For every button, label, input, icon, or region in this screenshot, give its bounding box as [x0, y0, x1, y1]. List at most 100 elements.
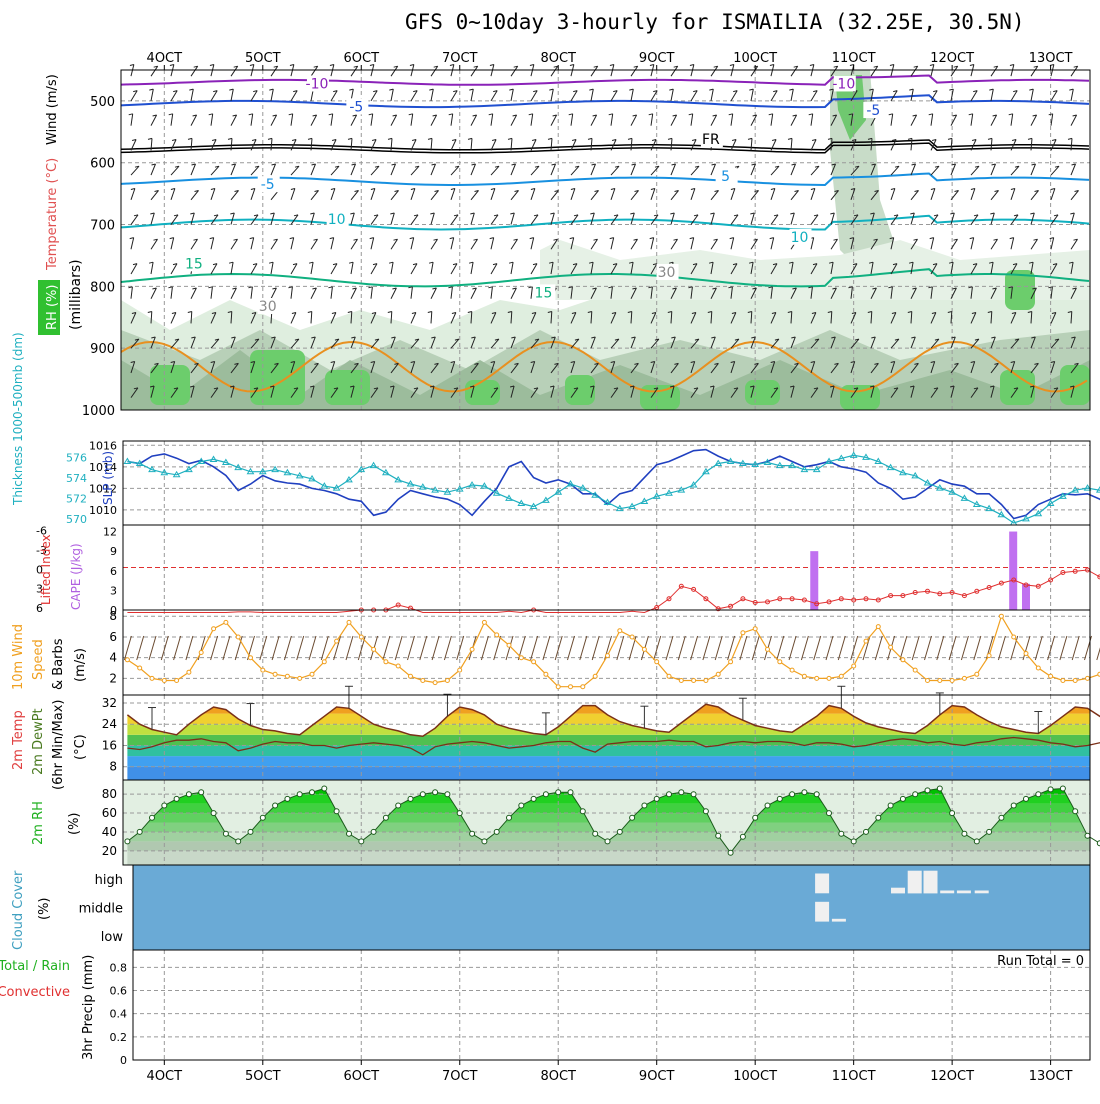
wind-barb	[1070, 262, 1074, 275]
wind-barb	[1010, 387, 1019, 398]
wind-barb-flag	[189, 88, 194, 91]
wind-barb	[1070, 190, 1079, 201]
wind-barb	[450, 139, 457, 151]
wind-barb-flag	[532, 263, 538, 266]
wind-barb-flag	[693, 387, 699, 390]
wind-barb	[290, 165, 300, 176]
wind-barb-flag	[848, 113, 853, 116]
wind10-barb	[185, 635, 194, 661]
wind-barb-flag	[232, 114, 237, 117]
wind-barb	[410, 165, 420, 176]
lifted-index-point	[1060, 570, 1066, 575]
wind-barb	[790, 385, 795, 398]
wind-barb	[790, 311, 793, 324]
wind-barb-flag	[813, 214, 819, 217]
wind-barb	[550, 114, 558, 126]
wind-barb-flag	[1067, 311, 1072, 313]
wind10-point	[149, 675, 155, 681]
wind-barb	[610, 312, 617, 324]
wind-barb	[770, 214, 779, 225]
wind-barb-flag	[1053, 214, 1059, 217]
wind-barb	[490, 263, 498, 275]
wind-barb-flag	[373, 214, 379, 217]
top-time-label: 6OCT	[344, 51, 380, 66]
wind-barb-flag	[453, 214, 459, 217]
wind-barb-flag	[211, 312, 217, 314]
wind-barb	[330, 188, 336, 200]
wind-barb	[670, 89, 674, 102]
wind10-barb	[1059, 635, 1068, 661]
wind-barb-flag	[809, 64, 815, 66]
wind-barb	[770, 361, 776, 374]
wind-barb	[710, 311, 713, 324]
wind-barb	[530, 312, 537, 324]
wind-barb-flag	[769, 237, 774, 240]
wind-barb-flag	[931, 139, 937, 141]
wind-barb	[970, 214, 979, 225]
wind-barb-flag	[269, 385, 275, 388]
wind10-barb	[530, 635, 539, 661]
thickness-point	[455, 485, 464, 492]
wind10-point	[629, 634, 635, 640]
wind-barb	[830, 363, 839, 374]
wind-barb	[290, 90, 298, 102]
wind-barb	[670, 336, 676, 349]
thickness-point	[221, 458, 230, 466]
wind-barb-flag	[307, 311, 312, 313]
wind-barb	[250, 237, 255, 250]
wind-barb	[910, 89, 914, 102]
wind-barb	[230, 262, 234, 275]
wind-barb	[950, 163, 956, 176]
wind-barb	[370, 90, 378, 102]
wind-barb	[870, 163, 876, 176]
wind-barb	[1030, 385, 1035, 398]
wind-barb	[510, 385, 515, 398]
wind-barb	[670, 212, 675, 225]
wind-barb-flag	[569, 64, 575, 66]
wind-barb	[470, 363, 479, 374]
wind-tick: 8	[109, 609, 117, 623]
wind-barb	[970, 361, 976, 374]
wind-barb-flag	[713, 238, 718, 241]
wind-barb	[710, 163, 716, 176]
wind-barb	[590, 363, 599, 374]
wind-barb-flag	[729, 64, 735, 66]
wind-barb-flag	[313, 238, 318, 241]
wind-barb-flag	[633, 238, 638, 241]
wind-barb	[410, 139, 417, 151]
wind-barb	[190, 311, 193, 324]
wind-barb-flag	[307, 137, 313, 140]
rh2m-point	[542, 791, 549, 798]
bottom-time-label: 11OCT	[832, 1069, 876, 1084]
rh2m-point	[321, 785, 328, 792]
ylabel-temp2m-unit: (°C)	[73, 734, 88, 760]
wind-barb-flag	[969, 237, 974, 240]
wind-barb	[850, 338, 860, 349]
wind-barb	[710, 212, 715, 225]
wind-barb-flag	[730, 361, 735, 363]
wind-barb	[1030, 287, 1037, 299]
wind-barb	[1010, 263, 1018, 275]
wind-barb	[870, 287, 877, 299]
wind10-point	[801, 673, 807, 679]
rh2m-point	[653, 795, 660, 802]
wind-barb	[990, 363, 999, 374]
wind-barb-flag	[890, 361, 895, 363]
wind-barb-flag	[150, 212, 155, 215]
wind-barb-flag	[554, 362, 559, 365]
wind-barb	[830, 190, 839, 201]
wind-barb-flag	[1012, 263, 1018, 266]
wind-barb-flag	[591, 336, 596, 339]
wind-barb	[870, 385, 875, 398]
wind-barb	[810, 139, 817, 151]
wind-barb-flag	[208, 113, 213, 116]
bottom-time-label: 8OCT	[540, 1069, 576, 1084]
wind-barb-flag	[530, 188, 536, 190]
wind-barb-flag	[491, 312, 497, 314]
wind-barb-flag	[793, 65, 798, 68]
wind-barb-flag	[1033, 65, 1038, 68]
wind-barb	[370, 237, 375, 250]
wind10-point	[765, 646, 770, 652]
rh2m-point	[346, 830, 352, 837]
